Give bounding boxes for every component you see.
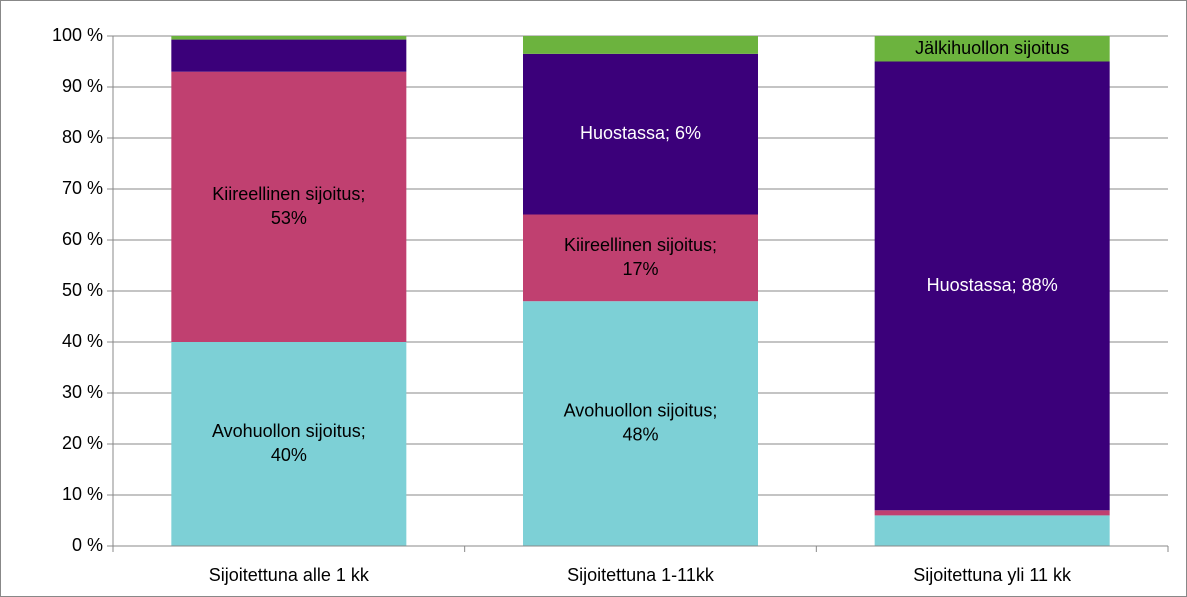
- y-tick-label: 70 %: [62, 178, 103, 198]
- bar-segment: [171, 71, 407, 342]
- bar-segment: [874, 510, 1110, 516]
- data-label: Huostassa; 6%: [580, 123, 701, 143]
- data-label: Avohuollon sijoitus; 48%: [564, 400, 718, 444]
- x-tick-label: Sijoitettuna alle 1 kk: [209, 565, 370, 585]
- y-tick-label: 40 %: [62, 331, 103, 351]
- bar-segment: [874, 515, 1110, 546]
- y-tick-label: 60 %: [62, 229, 103, 249]
- x-tick-label: Sijoitettuna 1-11kk: [567, 565, 715, 585]
- bar-segment: [523, 36, 758, 54]
- data-label: Kiireellinen sijoitus; 53%: [212, 184, 365, 228]
- bar-segment: [171, 36, 407, 40]
- data-label: Jälkihuollon sijoitus: [915, 38, 1069, 58]
- y-tick-label: 80 %: [62, 127, 103, 147]
- y-tick-label: 100 %: [52, 25, 103, 45]
- bar-segment: [523, 53, 758, 215]
- y-tick-label: 30 %: [62, 382, 103, 402]
- y-tick-label: 10 %: [62, 484, 103, 504]
- y-tick-label: 0 %: [72, 535, 103, 555]
- bar-segment: [874, 36, 1110, 62]
- data-label: Avohuollon sijoitus; 40%: [212, 421, 366, 465]
- data-label: Huostassa; 88%: [927, 275, 1058, 295]
- bar-segment: [874, 61, 1110, 511]
- y-tick-label: 20 %: [62, 433, 103, 453]
- bar-segment: [171, 39, 407, 72]
- bar-segment: [523, 214, 758, 302]
- bar-segment: [523, 301, 758, 546]
- x-tick-label: Sijoitettuna yli 11 kk: [913, 565, 1072, 585]
- bar-segment: [171, 342, 407, 546]
- y-tick-label: 90 %: [62, 76, 103, 96]
- y-tick-label: 50 %: [62, 280, 103, 300]
- data-label: Kiireellinen sijoitus; 17%: [564, 235, 717, 279]
